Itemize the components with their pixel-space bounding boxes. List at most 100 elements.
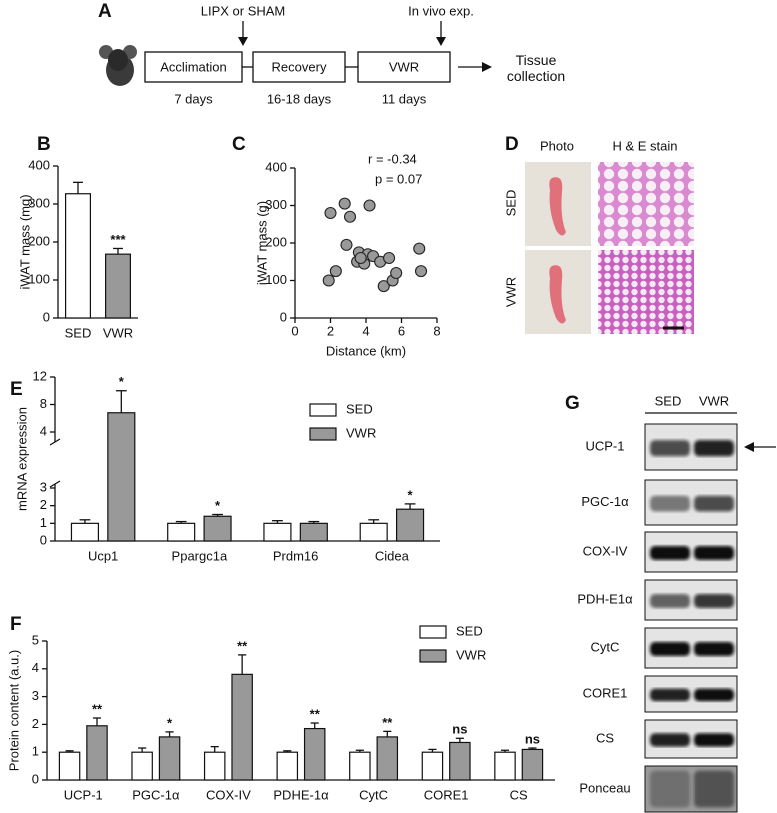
x-tick-label: PDHE-1α — [273, 787, 329, 802]
y-tick-label: 0 — [32, 771, 39, 786]
band — [694, 733, 734, 747]
y-tick-label: 2 — [32, 716, 39, 731]
x-tick-label: VWR — [103, 325, 133, 340]
scatter-point — [414, 265, 428, 278]
scatter-point — [363, 199, 376, 212]
lane-label: SED — [655, 393, 682, 408]
legend-swatch — [419, 649, 447, 663]
bar — [494, 751, 516, 781]
phase-name: Acclimation — [160, 59, 226, 74]
x-tick-label: PGC-1α — [132, 787, 180, 802]
event-label: LIPX or SHAM — [201, 3, 286, 18]
legend-swatch — [309, 403, 337, 417]
bar — [276, 751, 299, 781]
panel-label: B — [37, 134, 51, 155]
blot-label: CytC — [591, 639, 620, 654]
lane-label: VWR — [699, 393, 729, 408]
blot-label: PGC-1α — [581, 494, 629, 509]
bar — [421, 751, 444, 781]
bar — [203, 515, 232, 542]
band — [694, 594, 734, 608]
x-tick-label: SED — [65, 325, 92, 340]
phase-box — [144, 51, 243, 83]
bar — [359, 522, 388, 542]
y-tick-label: 200 — [28, 233, 50, 248]
scatter-point — [383, 251, 396, 265]
x-tick-label: CytC — [359, 787, 388, 802]
bar — [303, 727, 326, 781]
panel-label: E — [10, 379, 23, 400]
x-tick-label: Ppargc1a — [172, 548, 228, 563]
column-header: H & E stain — [612, 138, 677, 153]
y-tick-label: 300 — [28, 195, 50, 210]
legend-swatch — [309, 427, 337, 441]
event-label: In vivo exp. — [408, 3, 474, 18]
panel-label: A — [98, 1, 112, 22]
significance-label: ns — [525, 731, 540, 746]
row-label: SED — [503, 190, 518, 217]
x-tick-label: 0 — [291, 323, 298, 338]
blot-label: Ponceau — [579, 780, 630, 795]
significance-label: * — [167, 715, 173, 730]
y-axis-label: iWAT mass (mg) — [17, 194, 32, 289]
significance-label: ** — [237, 638, 248, 653]
bar — [107, 412, 136, 542]
band — [650, 440, 690, 457]
y-tick-label: 0 — [40, 532, 47, 547]
panel-label: C — [232, 134, 246, 155]
bar — [86, 725, 108, 781]
axis-break — [49, 438, 61, 446]
band — [694, 770, 734, 808]
y-tick-label: 200 — [265, 234, 287, 249]
y-tick-label: 5 — [32, 632, 39, 647]
bar — [376, 736, 399, 781]
scatter-point — [377, 280, 390, 293]
scatter-point — [338, 197, 351, 210]
phase-duration: 16-18 days — [267, 91, 332, 106]
significance-label: ** — [92, 701, 103, 716]
annotation: r = -0.34 — [368, 151, 417, 166]
scatter-point — [340, 238, 353, 251]
scatter-point — [329, 265, 342, 278]
significance-label: * — [408, 487, 414, 502]
scatter-point — [324, 206, 337, 220]
y-axis-label: iWAT mass (g) — [254, 201, 269, 285]
tissue-photo — [549, 265, 566, 324]
legend-label: SED — [456, 623, 483, 638]
significance-label: * — [119, 374, 125, 389]
phase-name: VWR — [389, 59, 419, 74]
bar — [70, 522, 100, 542]
y-tick-label: 400 — [265, 159, 287, 174]
y-tick-label: 100 — [28, 271, 50, 286]
panel-label: G — [565, 393, 580, 414]
y-tick-label: 400 — [28, 157, 50, 172]
scatter-point — [322, 274, 335, 287]
bar — [58, 751, 81, 781]
y-tick-label: 100 — [265, 272, 287, 287]
phase-name: Recovery — [272, 59, 327, 74]
scatter-point — [413, 242, 426, 255]
x-axis-label: Distance (km) — [326, 343, 406, 358]
y-tick-label: 0 — [280, 309, 287, 324]
y-tick-label: 4 — [32, 660, 39, 675]
x-tick-label: 2 — [327, 323, 334, 338]
arrowhead — [238, 37, 248, 46]
legend-label: SED — [346, 401, 373, 416]
band — [694, 642, 734, 656]
band — [694, 688, 734, 702]
legend-swatch — [419, 625, 447, 639]
bar — [167, 522, 196, 542]
x-tick-label: Ucp1 — [88, 548, 118, 563]
bar — [64, 193, 91, 319]
x-tick-label: CORE1 — [424, 787, 469, 802]
band — [650, 546, 690, 560]
panel-label: F — [10, 614, 22, 635]
outcome-label: Tissue collection — [506, 52, 566, 84]
phase-duration: 11 days — [382, 91, 427, 106]
arrowhead — [744, 442, 754, 452]
band — [650, 688, 690, 702]
significance-label: * — [215, 498, 221, 513]
y-tick-label: 1 — [40, 515, 47, 530]
